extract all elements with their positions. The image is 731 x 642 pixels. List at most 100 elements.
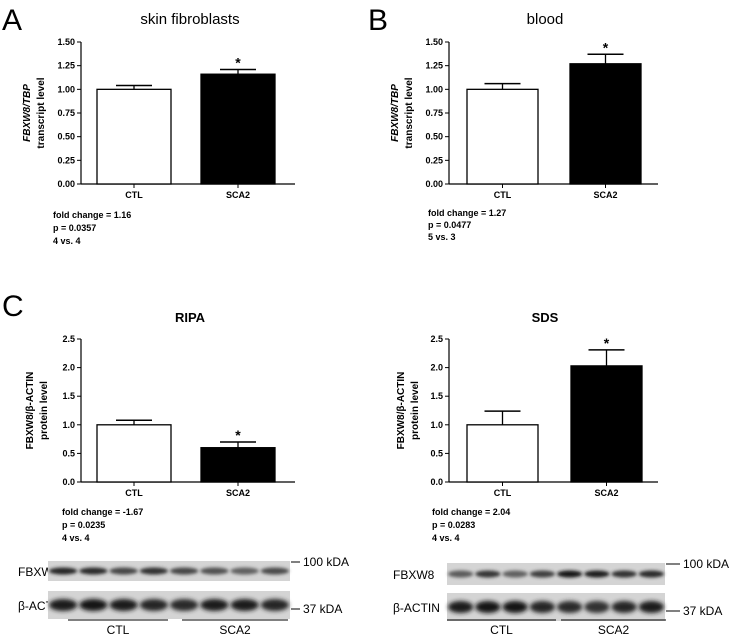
stats-line: fold change = 1.27 (428, 208, 506, 218)
significance-marker: * (603, 39, 609, 55)
blot-band (557, 601, 583, 613)
category-label: SCA2 (594, 488, 618, 498)
y-tick-label: 0.5 (62, 448, 75, 458)
bar-sca2 (570, 365, 643, 483)
western-blot-sds: FBXW8 100 kDA β-ACTIN 37 kDA CTL SCA2 (393, 557, 729, 637)
y-axis-label: FBXW8/TBP (390, 84, 401, 142)
blot-band (79, 599, 108, 611)
y-tick-label: 1.00 (57, 84, 75, 94)
y-axis-label: FBXW8/β-ACTIN (25, 372, 36, 450)
blot-band (109, 567, 138, 575)
bar-sca2 (200, 447, 276, 483)
category-label: CTL (125, 190, 143, 200)
category-label: CTL (494, 190, 512, 200)
significance-marker: * (235, 427, 241, 443)
y-tick-label: 0.5 (430, 448, 443, 458)
group-label-ctl: CTL (107, 623, 130, 637)
y-tick-label: 1.25 (425, 61, 443, 71)
chart-ripa: RIPA 0.0 0.5 1.0 1.5 2.0 2.5 FBXW8/β-ACTIN prote… (25, 310, 295, 543)
y-axis-sublabel: protein level (39, 381, 50, 440)
marker-label: 100 kDA (683, 557, 729, 571)
blot-band (170, 599, 199, 611)
y-tick-label: 0.25 (425, 155, 443, 165)
y-tick-label: 0.50 (425, 132, 443, 142)
blot-band (584, 570, 610, 578)
significance-marker: * (235, 54, 241, 70)
category-label: CTL (125, 488, 143, 498)
y-tick-label: 0.75 (425, 108, 443, 118)
blot-strip (447, 563, 665, 585)
bar-ctl (96, 88, 172, 185)
y-tick-label: 2.0 (430, 363, 443, 373)
y-tick-label: 1.5 (430, 391, 443, 401)
bar-ctl (466, 88, 539, 185)
bar-ctl (96, 424, 172, 483)
panel-letter-b: B (368, 4, 388, 37)
blot-band (502, 570, 528, 578)
blot-band (502, 601, 528, 613)
blot-band (475, 570, 501, 578)
bar-sca2 (569, 63, 642, 185)
category-label: SCA2 (593, 190, 617, 200)
chart-blood: blood 0.00 0.25 0.50 0.75 1.00 1.25 1.50 FBXW8/T… (390, 11, 658, 242)
chart-title: RIPA (175, 310, 206, 325)
y-axis-label: FBXW8/β-ACTIN (396, 372, 407, 450)
category-label: SCA2 (226, 190, 250, 200)
marker-label: 100 kDA (303, 555, 349, 569)
blot-row-label: FBXW8 (393, 568, 435, 582)
blot-band (475, 601, 501, 613)
blot-band (529, 601, 555, 613)
marker-label: 37 kDA (303, 602, 342, 616)
blot-band (49, 567, 78, 575)
blot-band (611, 570, 637, 578)
bar-sca2 (200, 73, 276, 185)
bar-ctl (466, 424, 539, 483)
blot-band (170, 567, 199, 575)
y-tick-label: 0.00 (57, 179, 75, 189)
y-tick-label: 1.0 (430, 420, 443, 430)
y-tick-label: 1.00 (425, 84, 443, 94)
category-label: CTL (494, 488, 512, 498)
chart-skin-fibroblasts: skin fibroblasts 0.00 0.25 0.50 0.75 1.00 1.25… (22, 11, 295, 246)
category-label: SCA2 (226, 488, 250, 498)
blot-band (79, 567, 108, 575)
blot-band (139, 599, 168, 611)
blot-band (230, 599, 259, 611)
y-tick-label: 2.0 (62, 363, 75, 373)
blot-band (260, 599, 289, 611)
blot-band (611, 601, 637, 613)
blot-band (584, 601, 610, 613)
blot-band (557, 570, 583, 578)
panel-letter-c: C (2, 290, 24, 323)
significance-marker: * (604, 335, 610, 351)
group-label-ctl: CTL (490, 623, 513, 637)
blot-band (200, 599, 229, 611)
y-tick-label: 1.5 (62, 391, 75, 401)
blot-row-label: β-ACTIN (393, 601, 440, 615)
stats-line: fold change = 2.04 (432, 507, 510, 517)
stats-line: p = 0.0357 (53, 223, 96, 233)
group-label-sca2: SCA2 (219, 623, 251, 637)
blot-strip (48, 561, 290, 581)
stats-line: fold change = 1.16 (53, 210, 131, 220)
y-tick-label: 0.25 (57, 155, 75, 165)
y-tick-label: 0.0 (430, 477, 443, 487)
y-tick-label: 1.0 (62, 420, 75, 430)
blot-band (200, 567, 229, 575)
blot-band (260, 567, 289, 575)
y-tick-label: 0.75 (57, 108, 75, 118)
y-axis-sublabel: transcript level (36, 77, 47, 148)
y-axis-sublabel: transcript level (404, 77, 415, 148)
stats-line: 4 vs. 4 (432, 533, 460, 543)
y-tick-label: 0.00 (425, 179, 443, 189)
y-axis-sublabel: protein level (410, 381, 421, 440)
y-tick-label: 2.5 (62, 334, 75, 344)
blot-band (448, 570, 474, 578)
blot-band (448, 601, 474, 613)
panel-letter-a: A (2, 4, 22, 37)
stats-line: fold change = -1.67 (62, 507, 143, 517)
blot-band (638, 570, 664, 578)
chart-title: SDS (532, 310, 559, 325)
